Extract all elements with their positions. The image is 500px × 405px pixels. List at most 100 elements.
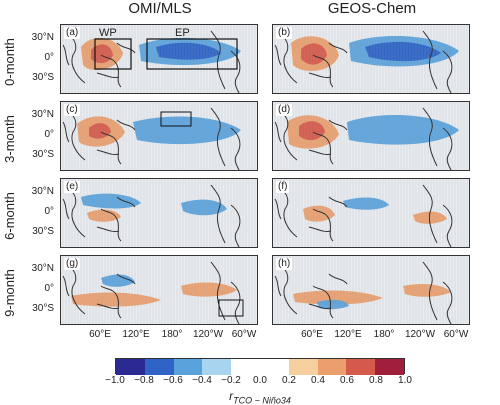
coastline (62, 275, 70, 297)
correlation-region (299, 121, 325, 141)
lat-tick-label: 30°S (32, 72, 54, 83)
panel-label-d: (d) (276, 104, 293, 116)
colorbar-segment (288, 359, 318, 375)
coastline (62, 121, 70, 143)
coastline (312, 54, 334, 88)
panel-label-a: (a) (64, 27, 81, 39)
region-label-ep: EP (175, 27, 190, 39)
lon-tick-label: 60°E (89, 329, 111, 340)
wp-region-box (94, 38, 132, 70)
map-panel-f: (f) (272, 178, 470, 248)
correlation-region (133, 116, 241, 145)
correlation-region (181, 282, 237, 297)
lat-tick-label: 30°S (32, 149, 54, 160)
colorbar-segment (173, 359, 203, 375)
lon-tick-label: 120°E (334, 329, 362, 340)
coastline (308, 149, 332, 155)
coastline (100, 285, 122, 319)
lat-tick-label: 30°S (32, 303, 54, 314)
panel-label-b: (b) (276, 27, 293, 39)
row-label-6: 6-month (2, 192, 17, 240)
colorbar-tick-label: 0.8 (369, 375, 383, 386)
coastline (116, 119, 136, 131)
correlation-region (303, 205, 335, 222)
coastline (210, 261, 226, 321)
correlation-region (413, 211, 447, 224)
colorbar-tick-label: 1.0 (398, 375, 412, 386)
coastline (230, 127, 241, 170)
lat-tick-label: 0° (44, 283, 54, 294)
row-label-9: 9-month (2, 269, 17, 317)
coastline (100, 208, 122, 242)
coastline (442, 281, 453, 324)
colorbar-segment (144, 359, 174, 375)
colorbar-tick-label: −0.6 (163, 375, 183, 386)
lon-tick-label: 60°E (301, 329, 323, 340)
coastline (274, 198, 282, 220)
coastline (62, 44, 70, 66)
coastline (312, 208, 334, 242)
coastline (210, 184, 226, 244)
colorbar-tick-label: −0.2 (221, 375, 241, 386)
lon-tick-label: 60°W (443, 329, 469, 340)
map-panel-h: (h) (272, 255, 470, 325)
coastline (116, 196, 136, 208)
lat-tick-label: 30°N (31, 263, 54, 274)
lat-tick-label: 30°N (31, 32, 54, 43)
correlation-region (87, 209, 121, 222)
row-label-3: 3-month (2, 115, 17, 163)
region-label-wp: WP (99, 27, 117, 39)
colorbar-tick-label: 0.6 (340, 375, 354, 386)
coastline (308, 72, 332, 78)
coastline (312, 131, 334, 165)
lat-tick-label: 30°N (31, 186, 54, 197)
correlation-region (71, 292, 161, 307)
lat-tick-label: 0° (44, 129, 54, 140)
map-panel-g: (g) (60, 255, 258, 325)
row-label-0: 0-month (2, 38, 17, 86)
lat-tick-label: 0° (44, 206, 54, 217)
coastline (328, 119, 348, 131)
map-panel-a: (a) WP EP (60, 24, 258, 94)
panel-label-c: (c) (64, 104, 80, 116)
coastline (422, 107, 438, 167)
highlight-box (218, 299, 244, 317)
correlation-region (101, 274, 135, 287)
coastline (116, 273, 136, 285)
colorbar-tick-label: 0.2 (282, 375, 296, 386)
coastline (442, 127, 453, 170)
coastline (274, 275, 282, 297)
coastline (328, 42, 348, 54)
coastline (442, 204, 453, 247)
panel-label-h: (h) (276, 258, 293, 270)
colorbar-tick-label: 0.0 (253, 375, 267, 386)
colorbar-segment (116, 359, 145, 375)
coastline (96, 72, 120, 78)
coastline (116, 42, 136, 54)
panel-label-g: (g) (64, 258, 81, 270)
colorbar-tick-label: −0.8 (134, 375, 154, 386)
coastline (274, 121, 282, 143)
column-title-geos: GEOS-Chem (327, 0, 417, 17)
lon-tick-label: 120°W (404, 329, 436, 340)
colorbar (115, 358, 405, 375)
coastline (210, 30, 226, 90)
colorbar-segment (346, 359, 376, 375)
lon-tick-label: 120°W (192, 329, 224, 340)
panel-label-e: (e) (64, 181, 81, 193)
coastline (422, 261, 438, 321)
coastline (328, 273, 348, 285)
coastline (230, 204, 241, 247)
panel-label-f: (f) (276, 181, 290, 193)
map-panel-d: (d) (272, 101, 470, 171)
map-panel-b: (b) (272, 24, 470, 94)
correlation-region (403, 284, 451, 297)
lon-tick-label: 180° (373, 329, 395, 340)
colorbar-segment (317, 359, 347, 375)
lat-tick-label: 30°N (31, 109, 54, 120)
coastline (100, 54, 122, 88)
coastline (62, 198, 70, 220)
colorbar-segment (231, 359, 260, 375)
correlation-region (347, 115, 459, 145)
lat-tick-label: 0° (44, 52, 54, 63)
